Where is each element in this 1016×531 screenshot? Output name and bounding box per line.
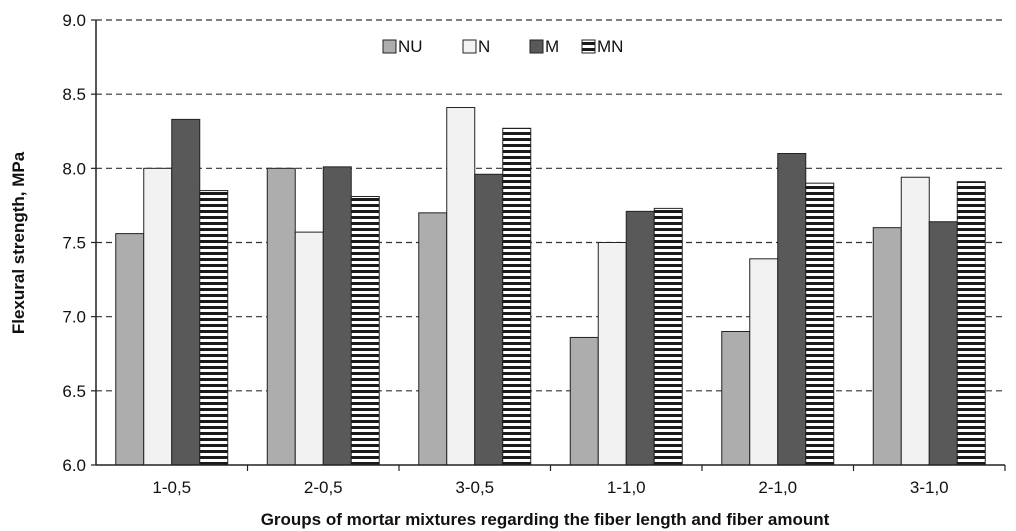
x-ticks: 1-0,5 2-0,5 3-0,5 1-1,0 2-1,0 3-1,0 <box>152 465 1006 497</box>
y-tick-label: 7.0 <box>62 308 86 327</box>
legend-swatch-n <box>462 39 477 54</box>
x-tick-label: 2-1,0 <box>758 478 797 497</box>
x-tick-label: 1-0,5 <box>152 478 191 497</box>
y-tick-label: 9.0 <box>62 11 86 30</box>
bar-m-3 <box>474 173 504 466</box>
y-tick-label: 7.5 <box>62 234 86 253</box>
bar-mn-5 <box>805 182 835 466</box>
bar-nu-4 <box>569 336 599 466</box>
bar-n-1 <box>143 167 173 466</box>
y-axis-title: Flexural strength, MPa <box>9 151 28 334</box>
bar-mn-4 <box>653 207 683 466</box>
bar-nu-5 <box>721 331 751 466</box>
bars <box>115 107 986 466</box>
x-tick-label: 2-0,5 <box>304 478 343 497</box>
y-tick-label: 8.0 <box>62 159 86 178</box>
x-tick-label: 3-1,0 <box>910 478 949 497</box>
bar-m-4 <box>625 210 655 466</box>
bar-nu-3 <box>418 212 448 466</box>
y-tick-label: 8.5 <box>62 85 86 104</box>
y-tick-label: 6.0 <box>62 456 86 475</box>
bar-m-6 <box>928 221 958 466</box>
bar-nu-1 <box>115 233 145 466</box>
x-axis-title: Groups of mortar mixtures regarding the … <box>261 510 830 529</box>
bar-mn-1 <box>199 190 229 466</box>
y-ticks: 6.0 6.5 7.0 7.5 8.0 8.5 9.0 <box>62 11 96 475</box>
bar-mn-6 <box>956 181 986 466</box>
bar-mn-3 <box>502 127 532 466</box>
x-tick-label: 3-0,5 <box>455 478 494 497</box>
legend: NU N M MN <box>382 37 623 56</box>
legend-swatch-nu <box>382 39 397 54</box>
bar-n-4 <box>597 242 627 466</box>
y-tick-label: 6.5 <box>62 382 86 401</box>
bar-nu-2 <box>266 167 296 466</box>
x-tick-label: 1-1,0 <box>607 478 646 497</box>
bar-m-2 <box>322 166 352 466</box>
legend-label-m: M <box>545 37 559 56</box>
legend-swatch-mn <box>581 39 596 54</box>
bar-n-5 <box>749 258 779 466</box>
legend-label-nu: NU <box>398 37 423 56</box>
bar-n-6 <box>900 176 930 466</box>
bar-m-5 <box>777 153 807 466</box>
legend-label-n: N <box>478 37 490 56</box>
bar-n-3 <box>446 107 476 466</box>
bar-m-1 <box>171 118 201 466</box>
bar-nu-6 <box>872 227 902 466</box>
bar-mn-2 <box>350 196 380 466</box>
gridlines <box>96 19 1005 392</box>
bar-n-2 <box>294 231 324 466</box>
legend-label-mn: MN <box>597 37 623 56</box>
legend-swatch-m <box>529 39 544 54</box>
